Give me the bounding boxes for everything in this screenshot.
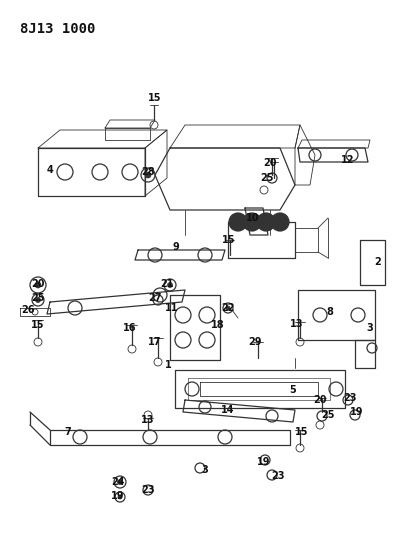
Text: 2: 2 [375,257,381,267]
Text: 14: 14 [221,405,235,415]
Text: 18: 18 [211,320,225,330]
Text: 7: 7 [65,427,72,437]
Text: 17: 17 [148,337,162,347]
Circle shape [257,213,275,231]
Circle shape [229,213,247,231]
Circle shape [35,282,41,288]
Text: 29: 29 [248,337,262,347]
Text: 13: 13 [290,319,304,329]
Circle shape [243,213,261,231]
Text: 25: 25 [260,173,274,183]
Text: 15: 15 [222,235,236,245]
Text: 22: 22 [221,303,235,313]
Circle shape [271,213,289,231]
Text: 12: 12 [341,155,355,165]
Circle shape [36,297,40,303]
Circle shape [118,480,122,484]
Text: 23: 23 [271,471,285,481]
Text: 21: 21 [160,279,174,289]
Text: 8J13 1000: 8J13 1000 [20,22,95,36]
Text: 23: 23 [343,393,357,403]
Text: 19: 19 [257,457,271,467]
Text: 15: 15 [148,93,162,103]
Text: 26: 26 [21,305,35,315]
Circle shape [145,172,151,178]
Text: 15: 15 [295,427,309,437]
Text: 16: 16 [123,323,137,333]
Circle shape [248,218,256,226]
Text: 20: 20 [313,395,327,405]
Text: 15: 15 [31,320,45,330]
Circle shape [226,306,230,310]
Text: 5: 5 [290,385,297,395]
Text: 4: 4 [46,165,53,175]
Text: 23: 23 [141,485,155,495]
Circle shape [262,218,270,226]
Circle shape [168,282,173,287]
Text: 9: 9 [173,242,179,252]
Text: 13: 13 [141,415,155,425]
Text: 20: 20 [263,158,277,168]
Text: 25: 25 [321,410,335,420]
Circle shape [234,218,242,226]
Text: 11: 11 [165,303,179,313]
Circle shape [276,218,284,226]
Text: 25: 25 [31,293,45,303]
Text: 19: 19 [350,407,364,417]
Text: 8: 8 [326,307,333,317]
Text: 3: 3 [202,465,208,475]
Text: 28: 28 [141,167,155,177]
Text: 10: 10 [246,213,260,223]
Circle shape [118,495,122,499]
Text: 3: 3 [366,323,373,333]
Text: 24: 24 [111,477,125,487]
Text: 19: 19 [111,491,125,501]
Text: 1: 1 [164,360,171,370]
Text: 27: 27 [148,293,162,303]
Text: 20: 20 [31,279,45,289]
